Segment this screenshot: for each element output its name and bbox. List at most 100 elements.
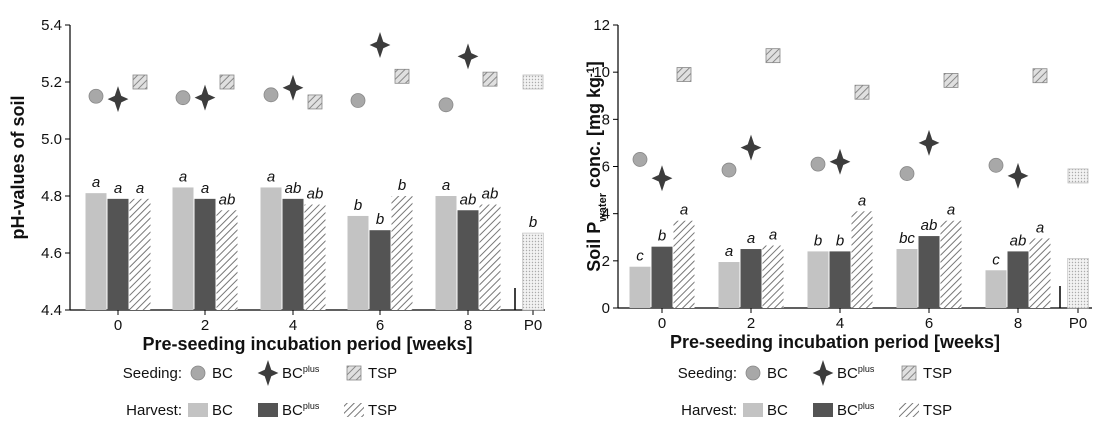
legend-entry: BC: [212, 365, 233, 382]
x-tick-label: 8: [464, 317, 472, 334]
harvest-bar: [829, 251, 851, 308]
significance-letter: b: [354, 197, 362, 214]
significance-letter: c: [636, 248, 644, 265]
y-tick-label: 0: [602, 300, 610, 317]
x-axis-label: Pre-seeding incubation period [weeks]: [142, 334, 472, 354]
seeding-marker: [812, 360, 834, 386]
harvest-bar: [172, 187, 194, 310]
legend-label: Harvest:: [126, 402, 182, 419]
harvest-bar: [740, 249, 762, 308]
legend-name: BC: [837, 365, 858, 382]
harvest-bar: [369, 230, 391, 310]
significance-letter: ab: [460, 191, 477, 208]
y-tick-label: 10: [593, 64, 610, 81]
control-bar: [1067, 258, 1089, 309]
control-marker: [522, 74, 544, 90]
seeding-marker: [263, 87, 279, 103]
control-bar: [522, 232, 544, 311]
harvest-bar: [194, 198, 216, 310]
x-tick-label: 4: [836, 315, 844, 332]
y-label-part: pH-values of soil: [8, 95, 28, 239]
x-tick-label: 2: [747, 315, 755, 332]
harvest-bar: [896, 249, 918, 308]
seeding-marker: [854, 84, 870, 100]
y-tick-label: 8: [602, 111, 610, 128]
legend-sup: plus: [858, 364, 875, 374]
x-tick-label: 6: [376, 317, 384, 334]
legend-name: BC: [212, 402, 233, 419]
legend-swatch: [743, 403, 763, 417]
significance-letter: ab: [285, 180, 302, 197]
y-tick-label: 4.4: [41, 302, 62, 319]
seeding-marker: [175, 90, 191, 106]
seeding-marker: [810, 156, 826, 172]
legend-entry: TSP: [923, 402, 952, 419]
y-tick-label: 5.2: [41, 74, 62, 91]
harvest-bar: [1007, 251, 1029, 308]
legend-name: TSP: [368, 365, 397, 382]
significance-letter: bc: [899, 230, 915, 247]
harvest-bar: [304, 204, 326, 310]
seeding-marker: [632, 152, 648, 167]
harvest-bar: [457, 210, 479, 310]
seeding-marker: [190, 365, 206, 381]
seeding-marker: [350, 93, 366, 108]
significance-letter: b: [836, 232, 844, 249]
legend-swatch: [258, 403, 278, 417]
significance-letter: a: [201, 180, 209, 197]
x-axis-label: Pre-seeding incubation period [weeks]: [670, 332, 1000, 352]
significance-letter: a: [92, 174, 100, 191]
harvest-bar: [985, 270, 1007, 308]
seeding-marker: [918, 129, 940, 156]
x-tick-label: 8: [1014, 315, 1022, 332]
seeding-marker: [482, 71, 498, 87]
harvest-bar: [216, 210, 238, 310]
significance-letter: ab: [482, 186, 499, 203]
legend-sup: plus: [303, 401, 320, 411]
y-tick-label: 5.0: [41, 131, 62, 148]
harvest-bar: [282, 198, 304, 310]
seeding-marker: [901, 365, 917, 381]
legend-entry: BC: [212, 402, 233, 419]
significance-letter: a: [858, 192, 866, 209]
significance-letter: b: [529, 214, 537, 231]
seeding-marker: [988, 157, 1004, 173]
significance-letter: ab: [921, 217, 938, 234]
x-tick-label: 0: [114, 317, 122, 334]
seeding-marker: [88, 88, 104, 104]
significance-letter: a: [747, 230, 755, 247]
harvest-bar: [347, 215, 369, 310]
significance-letter: b: [814, 232, 822, 249]
harvest-bar: [651, 246, 673, 308]
significance-letter: b: [376, 211, 384, 228]
seeding-marker: [1007, 162, 1029, 189]
y-axis-label: pH-values of soil: [8, 95, 28, 239]
y-tick-label: 4.8: [41, 188, 62, 205]
seeding-marker: [132, 74, 148, 90]
significance-letter: a: [442, 177, 450, 194]
legend-swatch: [188, 403, 208, 417]
seeding-marker: [369, 31, 391, 58]
harvest-bar: [107, 198, 129, 310]
harvest-bar: [391, 196, 413, 310]
y-label-part: water: [597, 192, 609, 222]
significance-letter: a: [947, 202, 955, 219]
legend-name: BC: [767, 402, 788, 419]
harvest-bar: [918, 236, 940, 308]
harvest-bar: [940, 220, 962, 308]
legend-swatch: [899, 403, 919, 417]
legend-name: TSP: [368, 402, 397, 419]
seeding-marker: [307, 94, 323, 110]
harvest-bar: [85, 193, 107, 310]
y-tick-label: 2: [602, 253, 610, 270]
seeding-marker: [107, 86, 129, 113]
x-tick-label: 2: [201, 317, 209, 334]
legend-entry: TSP: [368, 402, 397, 419]
legend-name: BC: [282, 402, 303, 419]
significance-letter: b: [398, 177, 406, 194]
harvest-bar: [807, 251, 829, 308]
harvest-bar: [851, 211, 873, 308]
control-marker: [1067, 168, 1089, 184]
legend-entry: BCplus: [837, 364, 875, 382]
